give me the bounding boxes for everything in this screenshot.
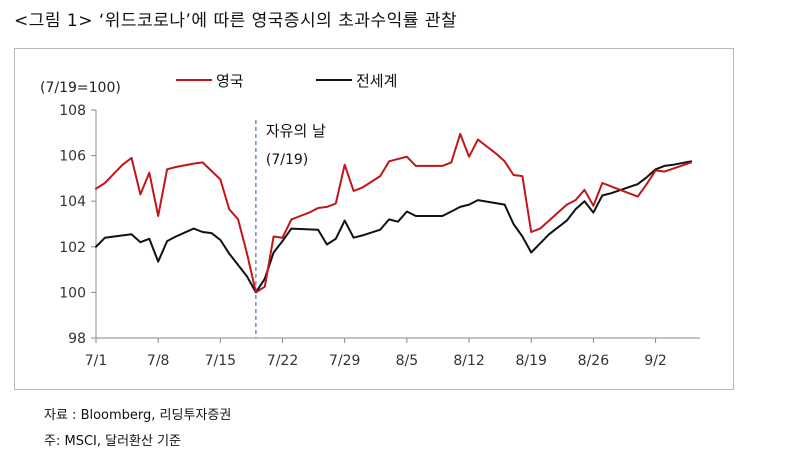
series-line-world xyxy=(95,160,693,294)
x-tick-label: 7/8 xyxy=(147,353,170,369)
event-marker: 자유의 날 (7/19) xyxy=(255,120,326,338)
chart-title: <그림 1> ‘위드코로나’에 따른 영국증시의 초과수익률 관찰 xyxy=(14,11,458,31)
note-text: 주: MSCI, 달러환산 기준 xyxy=(44,434,182,449)
x-tick-label: 8/19 xyxy=(516,353,547,369)
x-tick-label: 8/12 xyxy=(453,353,484,369)
x-tick-label: 8/5 xyxy=(396,353,419,369)
event-label: 자유의 날 xyxy=(266,122,326,140)
y-axis-label: (7/19=100) xyxy=(40,80,121,96)
y-tick-label: 102 xyxy=(59,240,86,256)
legend: 영국 전세계 xyxy=(176,72,397,90)
y-tick-label: 106 xyxy=(59,149,86,165)
legend-label-world: 전세계 xyxy=(356,72,397,90)
x-tick-label: 8/26 xyxy=(578,353,610,369)
series-line-uk xyxy=(95,132,693,294)
event-sublabel: (7/19) xyxy=(266,152,308,168)
x-tick-label: 7/15 xyxy=(205,353,236,369)
x-tick-label: 7/22 xyxy=(267,353,298,369)
chart-frame xyxy=(14,48,734,390)
series-lines xyxy=(95,132,693,294)
y-tick-label: 108 xyxy=(59,103,86,119)
x-tick-label: 7/29 xyxy=(329,353,360,369)
source-text: 자료 : Bloomberg, 리딩투자증권 xyxy=(44,408,232,423)
y-tick-label: 104 xyxy=(59,194,86,210)
y-tick-label: 100 xyxy=(59,285,86,301)
axes: 98 100 102 104 106 108 (7/19=100) 7/1 7/8 7/15 7/2… xyxy=(40,80,700,369)
y-tick-label: 98 xyxy=(68,331,86,347)
x-tick-label: 7/1 xyxy=(85,353,108,369)
x-tick-label: 9/2 xyxy=(644,353,667,369)
legend-label-uk: 영국 xyxy=(216,72,244,90)
